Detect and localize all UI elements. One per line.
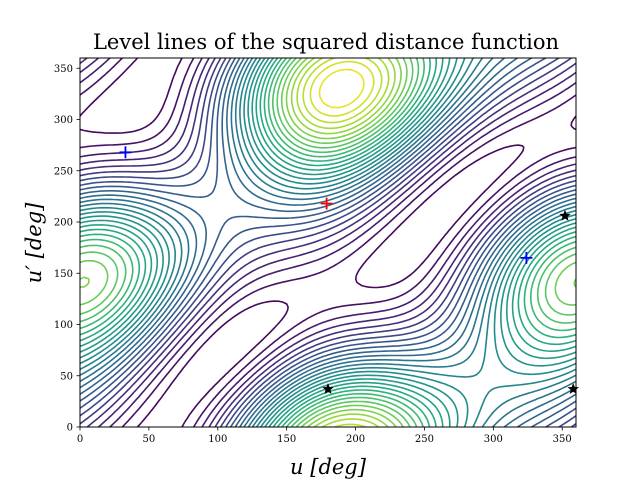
contour-line [80,58,576,427]
contour-line [80,58,576,427]
x-tick-label: 250 [415,434,434,445]
x-tick-label: 200 [346,434,365,445]
y-tick-label: 350 [54,64,73,75]
saddles-marker [322,383,334,394]
contour-line [80,58,576,427]
contour-line [318,68,365,109]
contour-line [80,58,576,427]
plot-frame [79,57,577,428]
minima-marker [119,146,132,159]
maximum-marker [320,197,333,210]
contour-line [80,58,576,427]
saddles-marker [559,209,571,221]
y-tick-label: 300 [54,115,73,126]
chart-title: Level lines of the squared distance func… [93,30,559,54]
contour-line [80,58,576,427]
x-tick-label: 300 [484,434,503,445]
y-tick-label: 250 [54,166,73,177]
contour-line [80,58,576,427]
contour-line [80,58,576,427]
contour-line [80,58,576,427]
y-axis: 0 50 100 150 200 250 300 350 [54,64,80,434]
y-tick-label: 200 [54,218,73,229]
minima-marker [520,251,533,264]
x-tick-label: 350 [553,434,572,445]
x-tick-label: 150 [277,434,296,445]
x-axis: 0 50 100 150 200 250 300 350 [77,427,572,445]
contour-line [80,58,576,427]
contour-line [80,58,576,427]
contour-line [80,58,576,427]
y-axis-title: u′ [deg] [22,202,46,283]
contour-line [80,58,576,427]
contour-line [80,58,576,427]
saddles-marker [567,383,579,394]
x-tick-label: 0 [77,434,83,445]
contour-line [80,58,576,427]
y-tick-label: 100 [54,320,73,331]
contour-line [309,60,375,117]
contour-line [80,58,576,427]
y-tick-label: 150 [54,269,73,280]
markers-layer [119,146,579,394]
contour-line [80,58,576,427]
contour-line [80,58,576,427]
y-tick-label: 0 [67,423,73,434]
x-tick-label: 50 [143,434,156,445]
x-tick-label: 100 [208,434,227,445]
contour-lines [80,58,576,427]
x-axis-title: u [deg] [290,455,367,479]
contour-line [80,58,576,427]
contour-line [80,58,576,427]
y-tick-label: 50 [60,371,73,382]
